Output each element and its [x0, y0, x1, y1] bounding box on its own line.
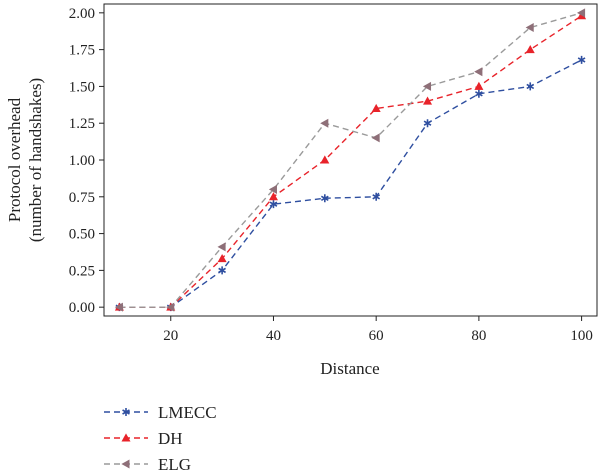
y-axis: 0.00 0.25 0.50 0.75 1.00 1.25 1.50 1.75 2.00 [69, 6, 104, 316]
data-point-elg [166, 302, 175, 312]
plot-frame [103, 3, 598, 317]
data-point-lmecc [218, 266, 226, 275]
legend-label-elg: ELG [158, 455, 191, 474]
legend-item-elg: ELG [104, 455, 191, 474]
legend-item-lmecc: LMECC [104, 403, 217, 422]
legend: LMECC DH ELG [104, 403, 217, 474]
y-tick-label: 2.00 [69, 6, 95, 22]
data-point-dh [525, 45, 535, 54]
data-point-dh [320, 155, 330, 164]
data-point-elg [576, 8, 586, 18]
data-point-dh [217, 253, 227, 263]
data-point-elg [114, 302, 123, 312]
data-point-dh [423, 96, 433, 105]
data-point-lmecc [423, 119, 432, 128]
data-point-lmecc [526, 82, 535, 91]
data-point-dh [268, 192, 278, 201]
x-tick-label: 80 [471, 328, 486, 344]
y-tick-label: 1.25 [69, 116, 95, 132]
series-dh [114, 11, 587, 311]
y-axis-title-line-2: (number of handshakes) [26, 78, 45, 242]
data-point-elg [320, 118, 329, 128]
y-tick-label: 0.00 [69, 300, 95, 316]
y-axis-title-line-1: Protocol overhead [5, 97, 24, 222]
y-tick-label: 0.50 [69, 227, 95, 243]
legend-marker-elg [121, 459, 130, 469]
data-point-lmecc [475, 89, 483, 98]
series-layer [114, 8, 587, 312]
legend-label-lmecc: LMECC [158, 403, 217, 422]
y-tick-label: 1.50 [69, 79, 95, 95]
x-axis: 20 40 60 80 100 [163, 316, 593, 344]
data-point-elg [525, 23, 534, 33]
x-tick-label: 40 [266, 328, 281, 344]
data-point-elg [371, 133, 380, 143]
legend-label-dh: DH [158, 429, 183, 448]
y-tick-label: 1.00 [69, 153, 95, 169]
data-point-dh [371, 103, 381, 112]
x-axis-title: Distance [320, 359, 379, 378]
data-point-lmecc [577, 55, 586, 64]
data-point-elg [422, 81, 432, 91]
data-point-lmecc [269, 200, 278, 209]
x-tick-label: 20 [163, 328, 178, 344]
series-line-elg [119, 12, 582, 308]
legend-item-dh: DH [104, 429, 183, 448]
y-tick-label: 0.75 [69, 190, 95, 206]
series-line-dh [119, 15, 582, 308]
series-line-lmecc [119, 59, 582, 308]
data-point-lmecc [372, 192, 381, 201]
data-point-dh [474, 81, 484, 90]
series-lmecc [115, 55, 586, 312]
data-point-elg [268, 184, 277, 194]
data-point-elg [217, 242, 226, 252]
x-tick-label: 60 [369, 328, 384, 344]
data-point-lmecc [320, 194, 329, 203]
y-tick-label: 1.75 [69, 43, 95, 59]
legend-marker-dh [121, 433, 131, 442]
series-elg [114, 8, 586, 312]
data-point-elg [474, 67, 483, 77]
legend-marker-lmecc [122, 408, 130, 416]
x-tick-label: 100 [570, 328, 593, 344]
y-tick-label: 0.25 [69, 263, 95, 279]
